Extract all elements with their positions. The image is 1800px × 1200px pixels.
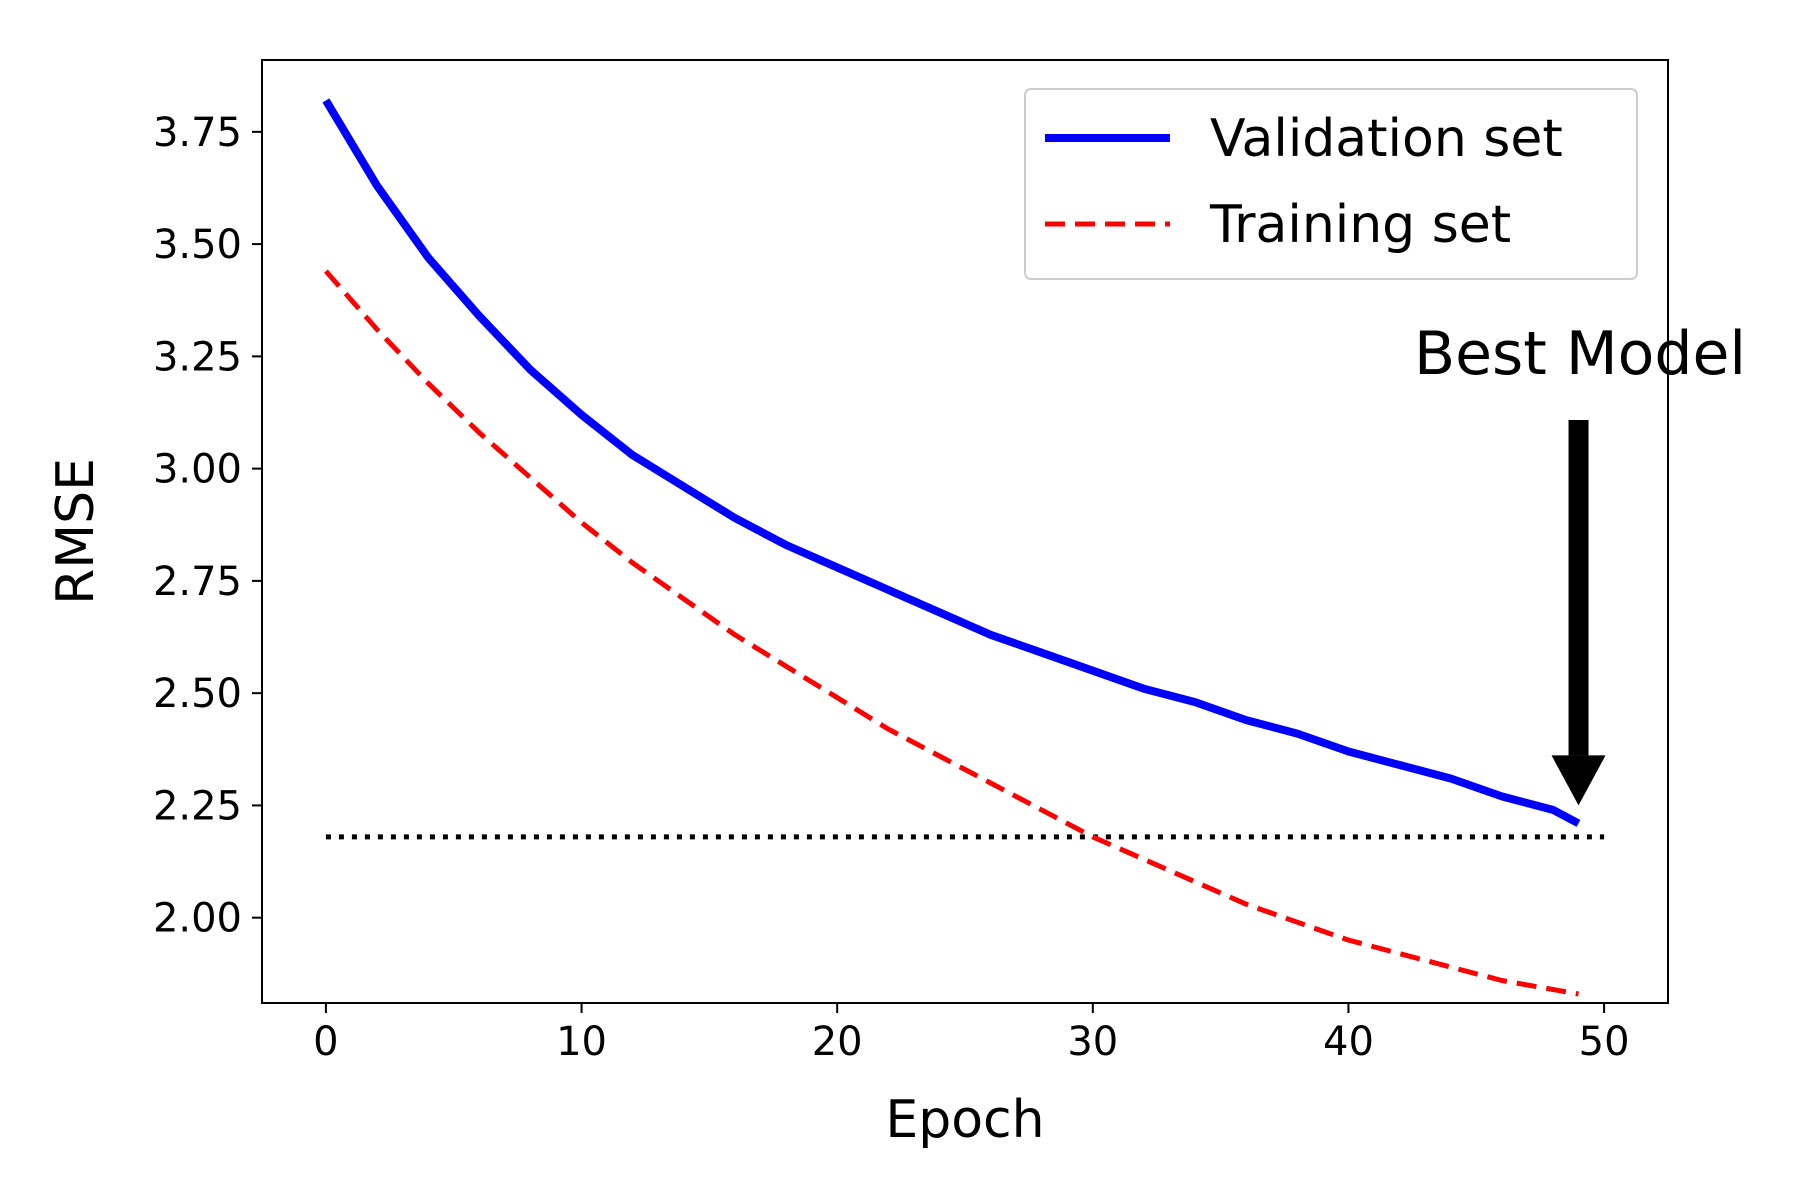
y-tick-label: 3.75 <box>153 110 242 156</box>
x-axis: 0 10 20 30 40 50 <box>313 1003 1630 1065</box>
plot-area <box>322 98 1605 997</box>
legend-box <box>1024 88 1638 280</box>
y-tick-label: 2.75 <box>153 559 242 605</box>
legend-label-training: Training set <box>1209 195 1511 255</box>
arrow-down-icon <box>1568 420 1589 756</box>
legend: Validation set Training set <box>1024 88 1638 280</box>
y-axis: 2.00 2.25 2.50 2.75 3.00 3.25 3.50 3.75 <box>153 110 262 942</box>
y-tick-label: 3.25 <box>153 334 242 380</box>
x-axis-title: Epoch <box>885 1090 1044 1150</box>
y-tick-label: 2.50 <box>153 671 242 717</box>
x-tick-label: 0 <box>313 1019 338 1065</box>
y-axis-title: RMSE <box>46 458 106 605</box>
best-model-label: Best Model <box>1414 319 1746 389</box>
y-tick-label: 2.25 <box>153 783 242 829</box>
series-line-validation <box>322 98 1581 827</box>
x-tick-label: 20 <box>812 1019 863 1065</box>
y-tick-label: 2.00 <box>153 896 242 942</box>
y-tick-label: 3.00 <box>153 447 242 493</box>
x-tick-label: 30 <box>1067 1019 1118 1065</box>
series-line-training <box>324 269 1579 997</box>
legend-label-validation: Validation set <box>1210 109 1563 169</box>
x-tick-label: 50 <box>1579 1019 1630 1065</box>
axes-frame <box>261 59 1669 1004</box>
y-tick-label: 3.50 <box>153 222 242 268</box>
x-tick-label: 40 <box>1323 1019 1374 1065</box>
x-tick-label: 10 <box>556 1019 607 1065</box>
best-model-annotation: Best Model <box>1414 319 1746 806</box>
arrow-head-icon <box>1551 755 1606 806</box>
